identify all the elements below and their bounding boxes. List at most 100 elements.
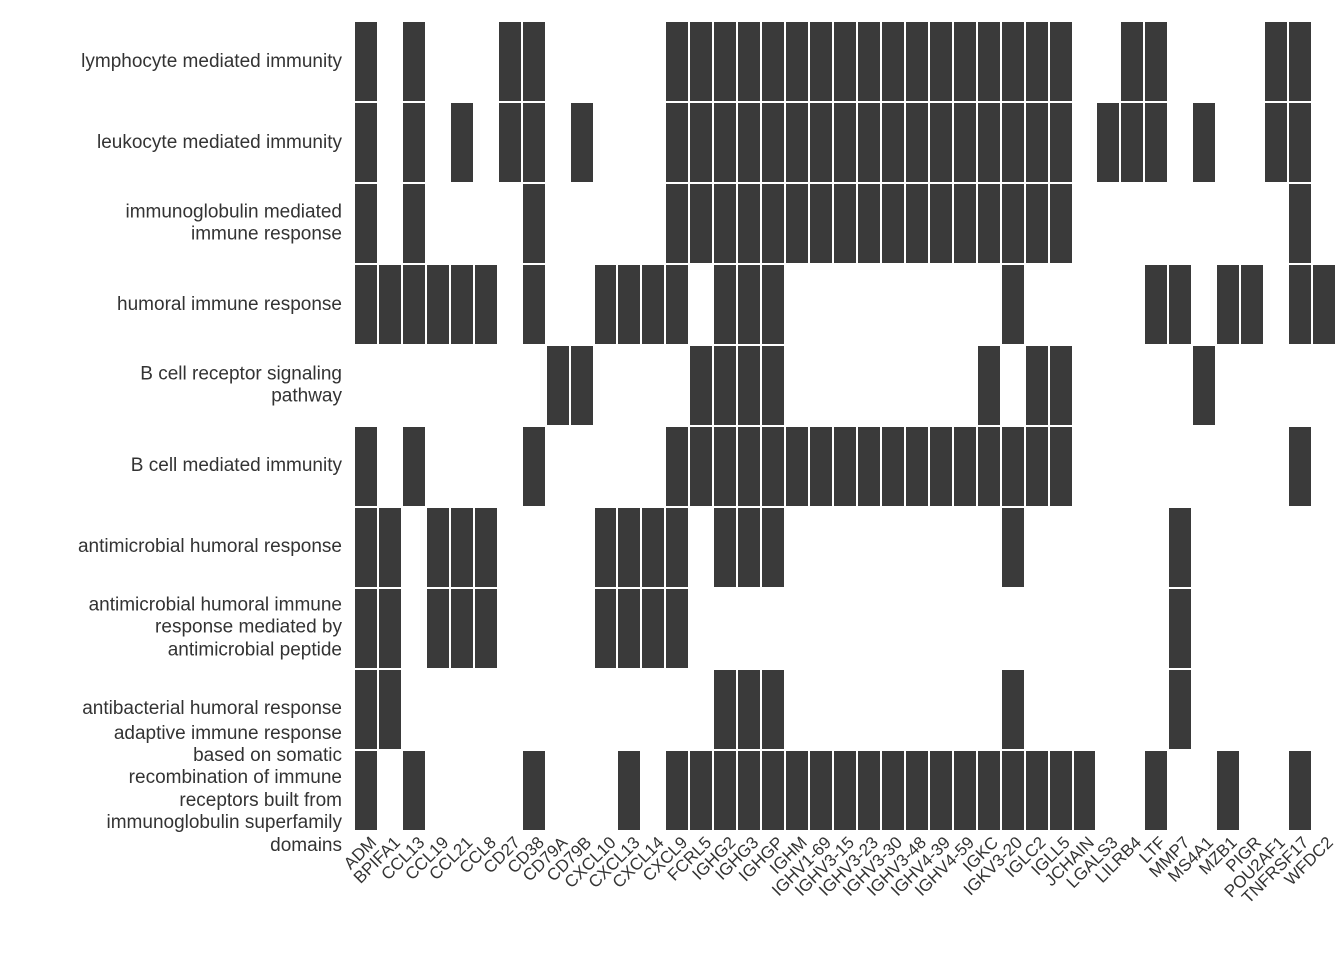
heatmap-cell [546,751,569,830]
heatmap-cell [1121,589,1144,668]
heatmap-cell [1217,589,1240,668]
heatmap-cell [1313,508,1335,587]
heatmap-cell [953,22,976,101]
heatmap-cell [1241,22,1264,101]
heatmap-cell [1193,103,1216,182]
heatmap-cell [810,265,833,344]
heatmap-cell [786,22,809,101]
heatmap-cell [378,103,401,182]
heatmap-cell [690,265,713,344]
heatmap-cell [1025,103,1048,182]
heatmap-cell [666,22,689,101]
heatmap-cell [402,22,425,101]
heatmap-cell [594,346,617,425]
heatmap-cell [1049,22,1072,101]
heatmap-cell [977,427,1000,506]
heatmap-cell [1289,751,1312,830]
heatmap-cell [666,184,689,263]
heatmap-cell [474,265,497,344]
heatmap-cell [1169,265,1192,344]
heatmap-cell [1121,427,1144,506]
y-axis-label: adaptive immune response based on somati… [106,722,343,856]
heatmap-cell [474,508,497,587]
heatmap-cell [666,751,689,830]
heatmap-cell [1289,346,1312,425]
heatmap-cell [426,508,449,587]
heatmap-cell [642,265,665,344]
heatmap-cell [1193,265,1216,344]
heatmap-cell [1145,427,1168,506]
heatmap-cell [1193,184,1216,263]
heatmap-cell [929,265,952,344]
heatmap-cell [977,265,1000,344]
heatmap-cell [498,103,521,182]
heatmap-cell [881,346,904,425]
heatmap-cell [402,427,425,506]
heatmap-cell [450,346,473,425]
heatmap-cell [977,184,1000,263]
heatmap-cell [1289,508,1312,587]
heatmap-cell [498,589,521,668]
heatmap-cell [666,427,689,506]
heatmap-cell [762,103,785,182]
heatmap-cell [1193,346,1216,425]
heatmap-cell [1169,670,1192,749]
heatmap-cell [355,508,377,587]
heatmap-cell [762,22,785,101]
heatmap-cell [786,427,809,506]
heatmap-cell [426,427,449,506]
heatmap-cell [738,508,761,587]
heatmap-cell [1289,184,1312,263]
heatmap-cell [762,751,785,830]
heatmap-cell [618,22,641,101]
heatmap-cell [953,346,976,425]
heatmap-cell [402,346,425,425]
y-axis-label: leukocyte mediated immunity [97,131,342,153]
heatmap-cell [881,508,904,587]
heatmap-cell [546,22,569,101]
heatmap-cell [1049,751,1072,830]
heatmap-cell [546,346,569,425]
heatmap-cell [1025,427,1048,506]
heatmap-cell [810,22,833,101]
heatmap-cell [714,346,737,425]
heatmap-cell [378,589,401,668]
heatmap-cell [857,589,880,668]
heatmap-cell [1217,670,1240,749]
heatmap-cell [1313,751,1335,830]
heatmap-cell [1217,346,1240,425]
heatmap-cell [786,265,809,344]
heatmap-cell [1313,184,1335,263]
heatmap-cell [594,508,617,587]
heatmap-cell [690,427,713,506]
heatmap-cell [953,427,976,506]
heatmap-cell [402,184,425,263]
heatmap-cell [738,589,761,668]
heatmap-cell [714,184,737,263]
heatmap-cell [929,508,952,587]
heatmap-cell [522,184,545,263]
heatmap-cell [570,184,593,263]
heatmap-cell [522,670,545,749]
heatmap-cell [1145,751,1168,830]
heatmap-cell [1001,22,1024,101]
heatmap-cell [1121,103,1144,182]
heatmap-cell [642,670,665,749]
heatmap-cell [666,346,689,425]
heatmap-cell [977,103,1000,182]
heatmap-cell [810,589,833,668]
heatmap-cell [1121,508,1144,587]
heatmap-cell [1121,22,1144,101]
heatmap-cell [1145,265,1168,344]
heatmap-cell [1265,346,1288,425]
heatmap-cell [786,589,809,668]
heatmap-cell [666,670,689,749]
heatmap-cell [522,22,545,101]
heatmap-cell [1313,103,1335,182]
heatmap-cell [1289,103,1312,182]
heatmap-cell [929,589,952,668]
heatmap-cell [474,346,497,425]
heatmap-cell [1073,508,1096,587]
heatmap-cell [618,427,641,506]
heatmap-cell [1049,508,1072,587]
